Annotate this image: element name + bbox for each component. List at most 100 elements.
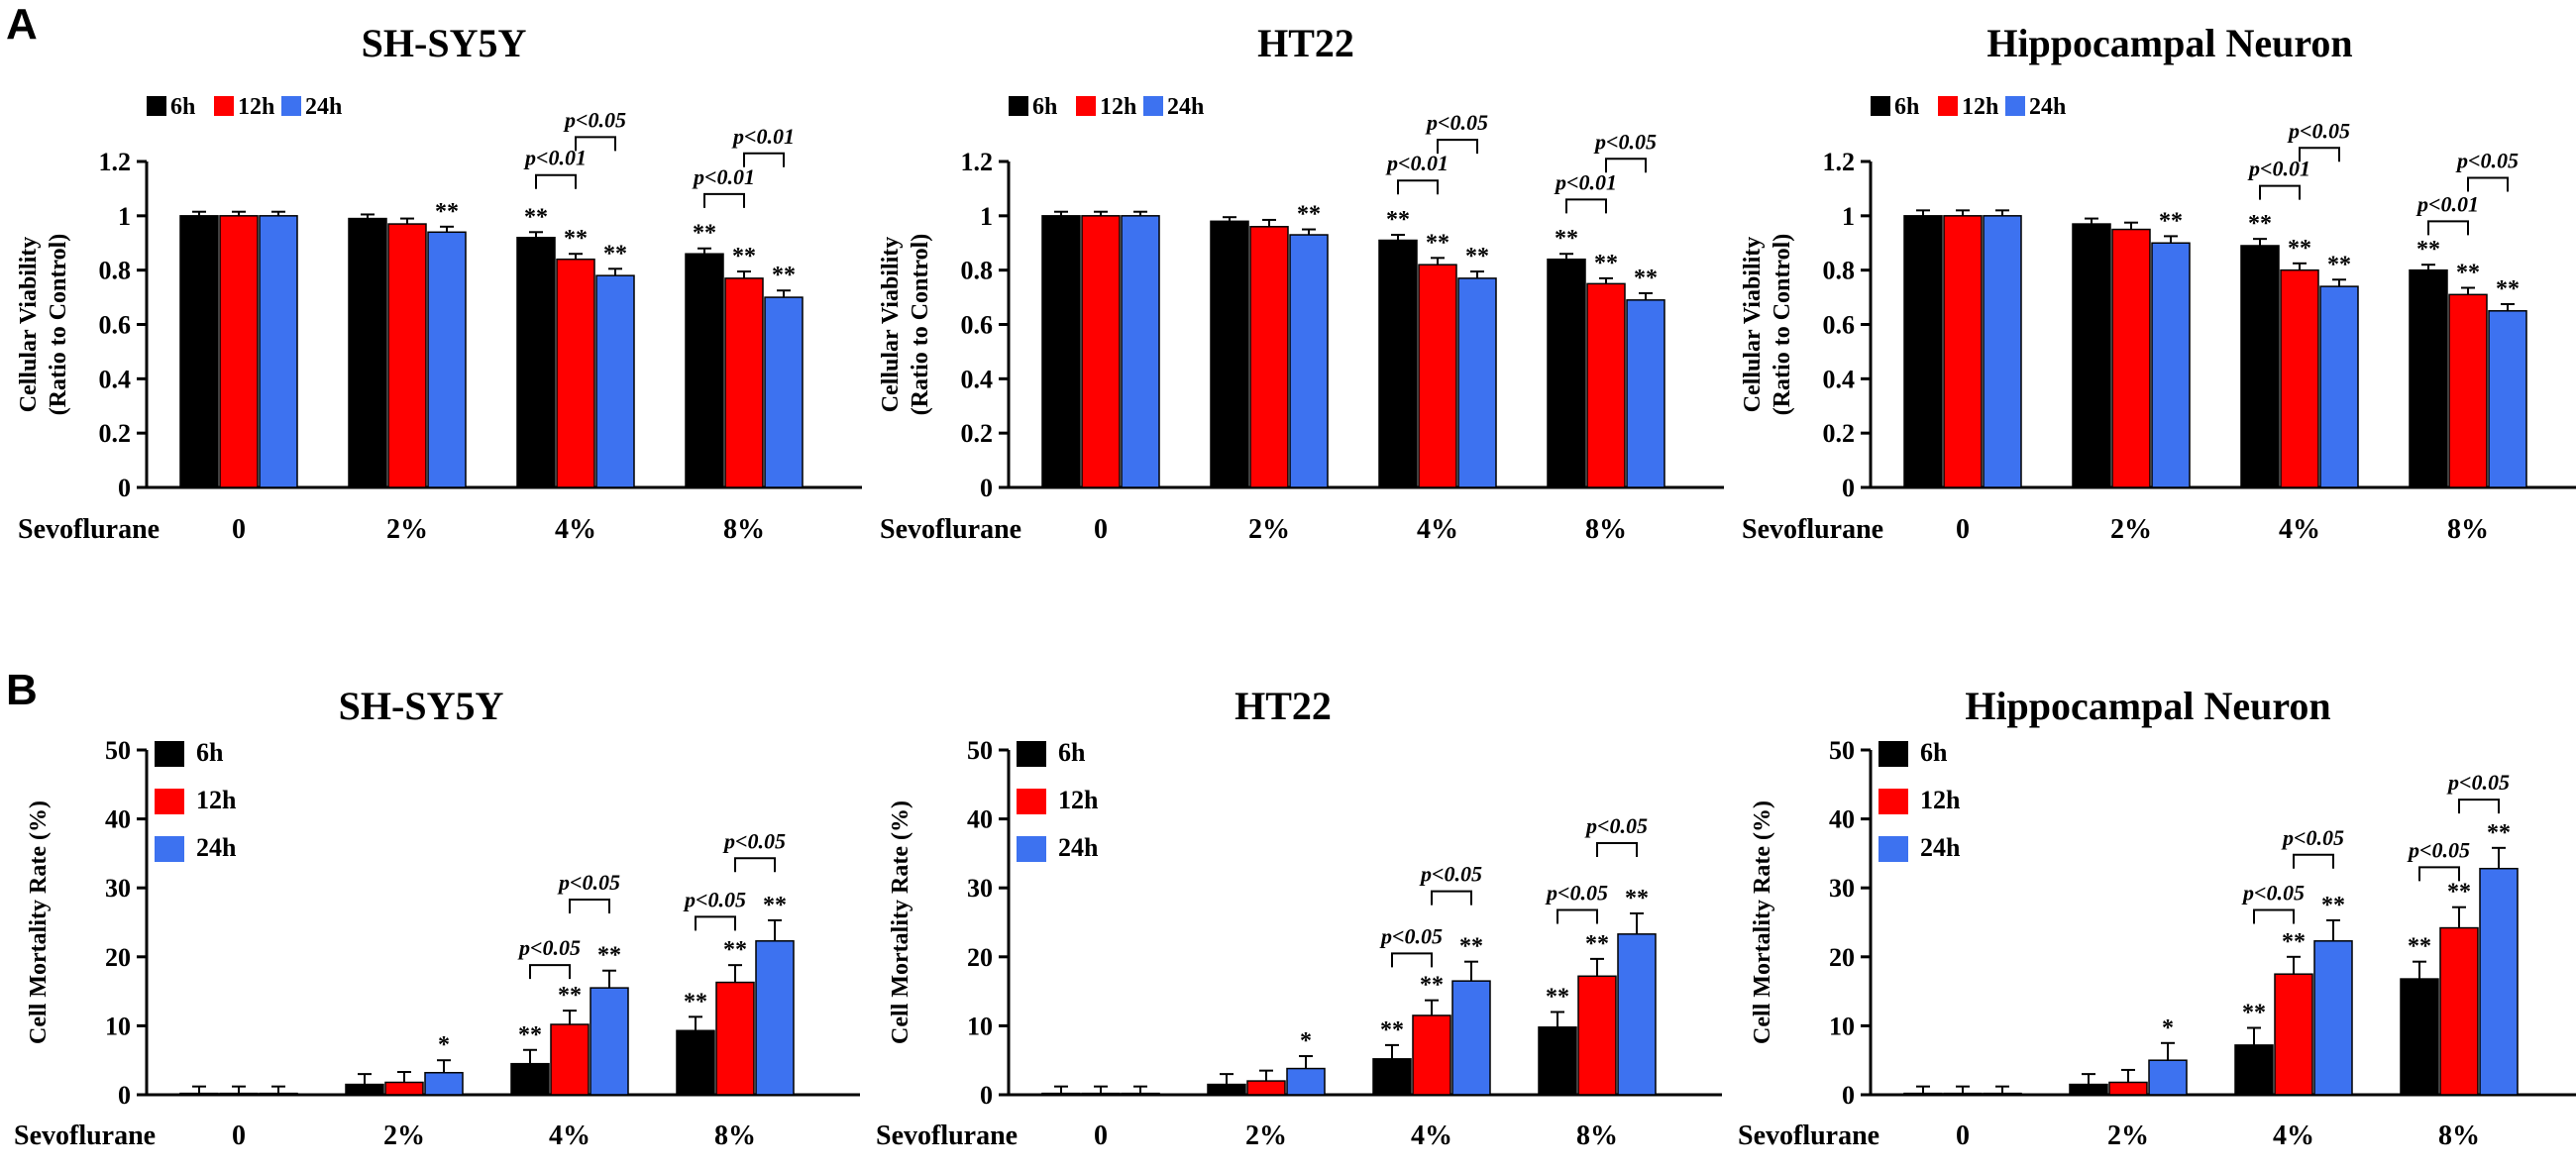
significance-marker: ** bbox=[2242, 1000, 2266, 1025]
bar-24h-2% bbox=[2151, 242, 2191, 488]
significance-marker: ** bbox=[1426, 230, 1449, 256]
comparison-bracket: p<0.05 bbox=[2281, 825, 2344, 869]
bracket-line bbox=[1556, 908, 1598, 924]
y-tick-label: 0.6 bbox=[1823, 311, 1856, 340]
comparison-bracket: p<0.01 bbox=[1385, 151, 1449, 195]
comparison-bracket: p<0.05 bbox=[722, 828, 786, 873]
y-axis-label: Cell Mortality Rate (%) bbox=[1750, 800, 1775, 1044]
comparison-label: p<0.05 bbox=[2287, 118, 2350, 143]
bracket-line bbox=[695, 915, 736, 931]
bracket-line bbox=[1397, 179, 1439, 195]
comparison-bracket: p<0.05 bbox=[2241, 880, 2305, 924]
bracket-line bbox=[569, 899, 610, 914]
comparison-bracket: p<0.05 bbox=[1425, 110, 1488, 155]
bar-12h-0 bbox=[219, 1092, 259, 1096]
category-label: 2% bbox=[2107, 1121, 2149, 1151]
significance-marker: ** bbox=[1297, 202, 1321, 228]
y-tick-label: 20 bbox=[967, 943, 993, 972]
comparison-bracket: p<0.01 bbox=[731, 124, 795, 167]
bar-6h-8% bbox=[1547, 258, 1586, 488]
bar-24h-8% bbox=[1626, 299, 1665, 488]
comparison-label: p<0.05 bbox=[517, 935, 581, 960]
y-tick-label: 1 bbox=[118, 202, 131, 231]
bar-6h-0 bbox=[179, 215, 219, 488]
significance-marker: ** bbox=[524, 204, 548, 230]
y-axis-label: (Ratio to Control) bbox=[1770, 234, 1795, 416]
bracket-line bbox=[703, 192, 745, 208]
panel-label-a: A bbox=[6, 0, 38, 49]
bar-6h-2% bbox=[1210, 220, 1249, 488]
comparison-bracket: p<0.01 bbox=[692, 164, 755, 208]
y-tick-label: 1.2 bbox=[99, 148, 132, 176]
chart-title: HT22 bbox=[1234, 684, 1332, 728]
bracket-line bbox=[2427, 220, 2469, 236]
bar-6h-2% bbox=[1207, 1083, 1246, 1096]
y-tick-label: 0.4 bbox=[1823, 365, 1856, 393]
comparison-bracket: p<0.05 bbox=[1545, 880, 1608, 924]
bar-12h-4% bbox=[1418, 264, 1457, 488]
y-axis-label: Cell Mortality Rate (%) bbox=[888, 800, 913, 1044]
category-label: 8% bbox=[2447, 514, 2489, 545]
bar-24h-2% bbox=[1286, 1067, 1326, 1096]
bracket-line bbox=[2458, 799, 2500, 814]
bracket-line bbox=[2253, 908, 2295, 924]
y-tick-label: 1.2 bbox=[961, 148, 994, 176]
significance-marker: ** bbox=[435, 199, 459, 225]
bar-24h-8% bbox=[2479, 867, 2519, 1096]
legend-swatch-24h bbox=[1878, 836, 1908, 862]
comparison-bracket: p<0.05 bbox=[2455, 148, 2519, 192]
comparison-label: p<0.01 bbox=[523, 146, 587, 170]
legend-swatch-6h bbox=[1017, 741, 1046, 767]
chart-title: Hippocampal Neuron bbox=[1986, 21, 2352, 65]
x-axis-label: Sevoflurane bbox=[1738, 1121, 1879, 1151]
y-tick-label: 1 bbox=[1842, 202, 1855, 231]
significance-marker: ** bbox=[723, 937, 747, 963]
bar-12h-0 bbox=[1081, 215, 1121, 488]
bracket-line bbox=[2467, 176, 2509, 192]
significance-marker: * bbox=[438, 1032, 450, 1058]
legend-swatch-6h bbox=[1871, 96, 1890, 116]
bracket-line bbox=[1431, 890, 1472, 906]
y-tick-label: 40 bbox=[105, 805, 131, 834]
bar-24h-2% bbox=[427, 231, 467, 488]
significance-marker: ** bbox=[2456, 260, 2480, 285]
legend-swatch-12h bbox=[1076, 96, 1096, 116]
bar-6h-4% bbox=[2240, 245, 2280, 488]
category-label: 2% bbox=[386, 514, 428, 545]
y-axis-label: Cellular Viability bbox=[878, 237, 904, 413]
comparison-label: p<0.01 bbox=[1385, 151, 1449, 175]
comparison-label: p<0.05 bbox=[2241, 880, 2305, 905]
bar-24h-4% bbox=[595, 274, 635, 488]
bar-24h-0 bbox=[259, 215, 298, 488]
legend-label-12h: 12h bbox=[1100, 94, 1136, 120]
bar-6h-2% bbox=[348, 217, 387, 488]
y-tick-label: 0.2 bbox=[1823, 419, 1856, 448]
comparison-label: p<0.05 bbox=[1584, 813, 1648, 838]
significance-marker: ** bbox=[763, 893, 787, 918]
significance-marker: * bbox=[1300, 1028, 1312, 1054]
y-tick-label: 0.4 bbox=[99, 365, 132, 393]
bracket-line bbox=[2299, 147, 2340, 162]
legend-label-24h: 24h bbox=[305, 94, 342, 120]
y-tick-label: 1 bbox=[980, 202, 993, 231]
y-tick-label: 0.8 bbox=[99, 257, 132, 285]
bar-12h-0 bbox=[219, 215, 259, 488]
y-tick-label: 40 bbox=[1829, 805, 1855, 834]
significance-marker: ** bbox=[518, 1022, 542, 1048]
legend-swatch-24h bbox=[1017, 836, 1046, 862]
legend-swatch-24h bbox=[1143, 96, 1163, 116]
category-label: 4% bbox=[1411, 1121, 1452, 1151]
bar-24h-0 bbox=[1121, 215, 1160, 488]
bracket-line bbox=[734, 857, 776, 873]
x-axis-label: Sevoflurane bbox=[1742, 514, 1883, 545]
legend-swatch-12h bbox=[1017, 789, 1046, 814]
legend-label-24h: 24h bbox=[1167, 94, 1204, 120]
comparison-label: p<0.05 bbox=[1419, 862, 1482, 887]
legend-swatch-6h bbox=[1878, 741, 1908, 767]
y-tick-label: 20 bbox=[105, 943, 131, 972]
bar-12h-2% bbox=[387, 223, 427, 488]
bar-24h-4% bbox=[2313, 940, 2353, 1096]
bar-24h-0 bbox=[1121, 1092, 1160, 1096]
category-label: 0 bbox=[1094, 514, 1108, 545]
bar-12h-0 bbox=[1943, 215, 1983, 488]
